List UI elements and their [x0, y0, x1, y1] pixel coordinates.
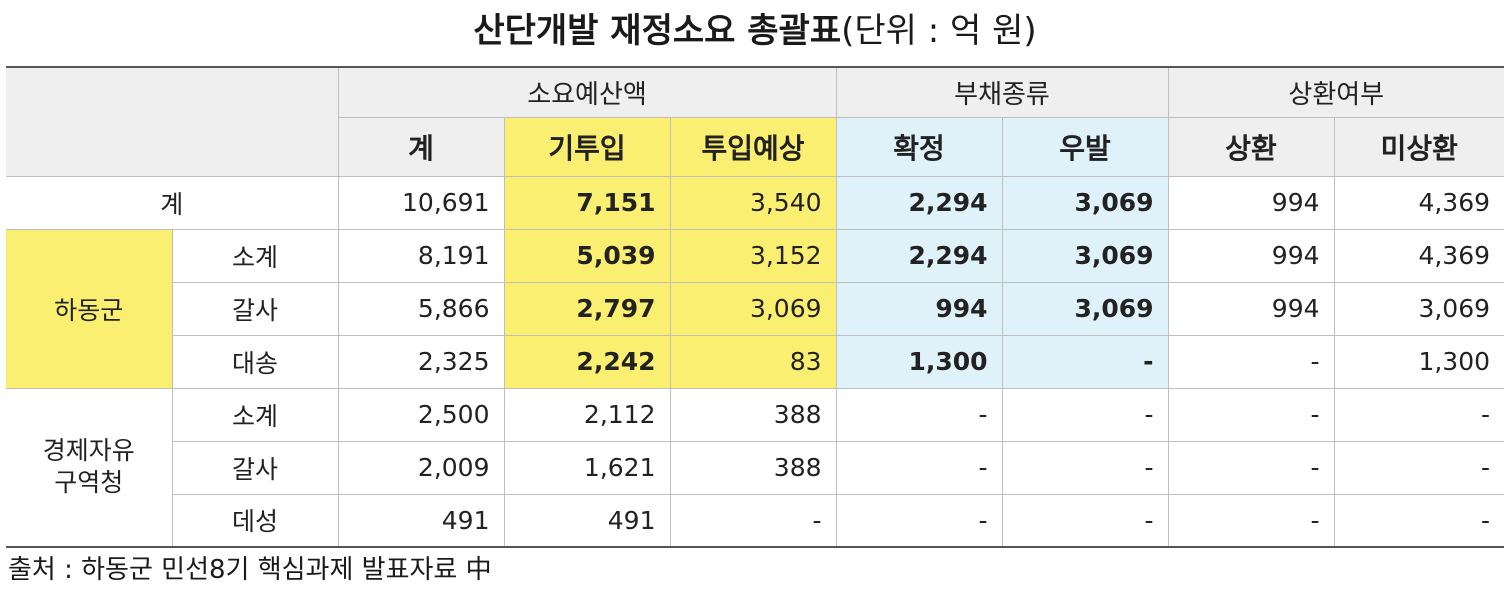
cell-expected: 83: [669, 334, 837, 389]
cell-expected: 388: [669, 387, 837, 442]
header-col-unrepaid: 미상환: [1333, 116, 1505, 177]
cell-repaid: -: [1167, 334, 1335, 389]
row-label: 갈사: [172, 281, 339, 336]
row-label: 갈사: [172, 440, 339, 495]
row-label: 대송: [172, 334, 339, 389]
cell-repaid: 994: [1167, 175, 1335, 230]
cell-confirmed: 1,300: [835, 334, 1003, 389]
cell-contingent: -: [1001, 493, 1169, 548]
cell-expected: 388: [669, 440, 837, 495]
source-note: 출처 : 하동군 민선8기 핵심과제 발표자료 中: [8, 555, 492, 585]
cell-repaid: 994: [1167, 228, 1335, 283]
cell-invested: 491: [503, 493, 671, 548]
cell-confirmed: -: [835, 387, 1003, 442]
header-group-debt: 부채종류: [835, 66, 1169, 118]
cell-invested: 5,039: [503, 228, 671, 283]
group-label-fez: 경제자유 구역청: [6, 387, 173, 548]
header-col-total: 계: [338, 116, 505, 177]
cell-unrepaid: 4,369: [1333, 228, 1505, 283]
cell-contingent: 3,069: [1001, 228, 1169, 283]
cell-repaid: -: [1167, 440, 1335, 495]
cell-invested: 2,112: [503, 387, 671, 442]
budget-summary-table: 소요예산액 부채종류 상환여부 계 기투입 투입예상 확정 우발 상환 미상환 …: [6, 66, 1505, 548]
header-col-repaid: 상환: [1167, 116, 1335, 177]
header-col-contingent: 우발: [1001, 116, 1169, 177]
cell-unrepaid: 4,369: [1333, 175, 1505, 230]
header-corner: [6, 66, 339, 177]
table-row: 대송 2,325 2,242 83 1,300 - - 1,300: [6, 334, 1505, 389]
cell-contingent: 3,069: [1001, 281, 1169, 336]
cell-contingent: -: [1001, 334, 1169, 389]
group-label-hadong: 하동군: [6, 228, 173, 389]
cell-expected: -: [669, 493, 837, 548]
cell-unrepaid: -: [1333, 387, 1505, 442]
cell-invested: 1,621: [503, 440, 671, 495]
title-main: 산단개발 재정소요 총괄표: [473, 11, 842, 51]
cell-invested: 2,797: [503, 281, 671, 336]
table-row: 갈사 5,866 2,797 3,069 994 3,069 994 3,069: [6, 281, 1505, 336]
table-row: 데성 491 491 - - - - -: [6, 493, 1505, 548]
row-label: 소계: [171, 228, 339, 283]
cell-confirmed: 2,294: [835, 228, 1003, 283]
cell-total: 491: [337, 493, 505, 548]
cell-unrepaid: -: [1333, 493, 1505, 548]
cell-repaid: 994: [1167, 281, 1335, 336]
cell-unrepaid: 1,300: [1333, 334, 1505, 389]
table-row: 갈사 2,009 1,621 388 - - - -: [6, 440, 1505, 495]
header-col-confirmed: 확정: [835, 116, 1003, 177]
cell-total: 2,009: [337, 440, 505, 495]
cell-total: 2,500: [337, 387, 505, 442]
title-unit: (단위 : 억 원): [841, 11, 1037, 51]
group-label-fez-text: 경제자유 구역청: [42, 436, 135, 498]
cell-confirmed: -: [835, 440, 1003, 495]
cell-total: 5,866: [337, 281, 505, 336]
cell-expected: 3,069: [669, 281, 837, 336]
cell-total: 2,325: [337, 334, 505, 389]
header-group-budget: 소요예산액: [337, 66, 837, 118]
cell-invested: 7,151: [503, 175, 671, 230]
cell-confirmed: -: [835, 493, 1003, 548]
cell-contingent: 3,069: [1001, 175, 1169, 230]
row-label: 소계: [171, 387, 339, 442]
row-label: 계: [6, 175, 339, 230]
cell-unrepaid: -: [1333, 440, 1505, 495]
table-row: 계 10,691 7,151 3,540 2,294 3,069 994 4,3…: [6, 175, 1505, 230]
table-row: 하동군 소계 8,191 5,039 3,152 2,294 3,069 994…: [6, 228, 1505, 389]
cell-repaid: -: [1167, 493, 1335, 548]
cell-total: 10,691: [337, 175, 505, 230]
cell-expected: 3,540: [669, 175, 837, 230]
cell-repaid: -: [1167, 387, 1335, 442]
cell-confirmed: 994: [835, 281, 1003, 336]
cell-total: 8,191: [337, 228, 505, 283]
table-row: 경제자유 구역청 소계 2,500 2,112 388 - - - -: [6, 387, 1505, 548]
cell-invested: 2,242: [503, 334, 671, 389]
row-label: 데성: [172, 493, 339, 548]
cell-unrepaid: 3,069: [1333, 281, 1505, 336]
cell-contingent: -: [1001, 387, 1169, 442]
header-group-repay: 상환여부: [1167, 66, 1505, 118]
cell-confirmed: 2,294: [835, 175, 1003, 230]
cell-expected: 3,152: [669, 228, 837, 283]
table-title: 산단개발 재정소요 총괄표(단위 : 억 원): [0, 6, 1510, 56]
cell-contingent: -: [1001, 440, 1169, 495]
header-col-invested: 기투입: [503, 116, 671, 177]
header-col-expected: 투입예상: [669, 116, 837, 177]
